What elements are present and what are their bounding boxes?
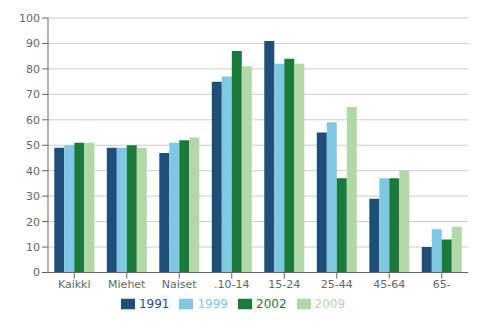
svg-text:10: 10 [26, 241, 40, 254]
svg-text:20: 20 [26, 216, 40, 229]
html-text:1991: 1991 [138, 296, 170, 311]
html-text:1999: 1999 [197, 296, 228, 311]
svg-text:45-64: 45-64 [373, 278, 405, 291]
svg-text:.10-14: .10-14 [214, 278, 249, 291]
svg-text:90: 90 [26, 37, 40, 50]
svg-text:80: 80 [26, 63, 40, 76]
svg-text:40: 40 [26, 165, 40, 178]
svg-text:Kaikki: Kaikki [58, 278, 91, 291]
svg-text:100: 100 [19, 12, 40, 25]
svg-text:25-44: 25-44 [321, 278, 353, 291]
html-text:2009: 2009 [314, 296, 346, 311]
svg-text:Miehet: Miehet [108, 278, 146, 291]
svg-text:30: 30 [26, 190, 40, 203]
svg-text:0: 0 [33, 266, 40, 279]
html-text:2002: 2002 [256, 296, 287, 311]
svg-text:15-24: 15-24 [268, 278, 300, 291]
svg-text:Naiset: Naiset [162, 278, 198, 291]
svg-text:50: 50 [26, 139, 40, 152]
svg-text:65-: 65- [433, 278, 451, 291]
svg-text:70: 70 [26, 88, 40, 101]
svg-text:60: 60 [26, 114, 40, 127]
